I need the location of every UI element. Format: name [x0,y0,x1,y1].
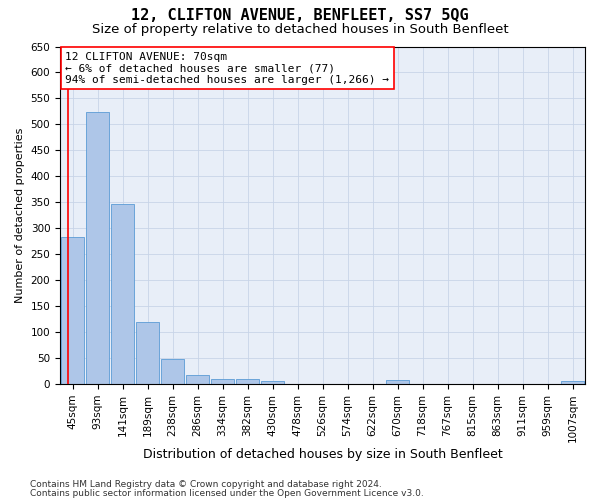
Bar [386,380,409,384]
Bar [86,112,109,384]
X-axis label: Distribution of detached houses by size in South Benfleet: Distribution of detached houses by size … [143,448,502,461]
Text: 12, CLIFTON AVENUE, BENFLEET, SS7 5QG: 12, CLIFTON AVENUE, BENFLEET, SS7 5QG [131,8,469,22]
Bar [186,376,209,384]
Bar [236,378,259,384]
Text: Size of property relative to detached houses in South Benfleet: Size of property relative to detached ho… [92,22,508,36]
Bar [111,204,134,384]
Y-axis label: Number of detached properties: Number of detached properties [15,128,25,303]
Text: Contains public sector information licensed under the Open Government Licence v3: Contains public sector information licen… [30,488,424,498]
Bar [61,237,84,384]
Text: 12 CLIFTON AVENUE: 70sqm
← 6% of detached houses are smaller (77)
94% of semi-de: 12 CLIFTON AVENUE: 70sqm ← 6% of detache… [65,52,389,85]
Text: Contains HM Land Registry data © Crown copyright and database right 2024.: Contains HM Land Registry data © Crown c… [30,480,382,489]
Bar [136,322,159,384]
Bar [561,380,584,384]
Bar [211,378,234,384]
Bar [261,380,284,384]
Bar [161,360,184,384]
